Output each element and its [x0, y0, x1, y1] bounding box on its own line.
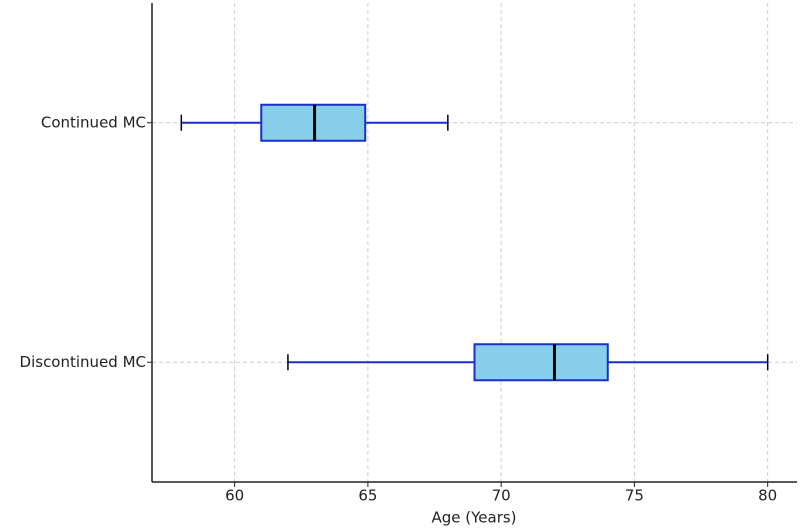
y-tick-label: Discontinued MC — [20, 353, 146, 371]
x-tick-label: 70 — [492, 487, 511, 505]
x-tick-label: 80 — [758, 487, 777, 505]
x-tick-label: 75 — [625, 487, 644, 505]
y-tick-label: Continued MC — [41, 113, 146, 131]
x-axis-label: Age (Years) — [431, 509, 516, 527]
x-tick-label: 60 — [225, 487, 244, 505]
box — [473, 343, 609, 382]
x-tick-label: 65 — [358, 487, 377, 505]
